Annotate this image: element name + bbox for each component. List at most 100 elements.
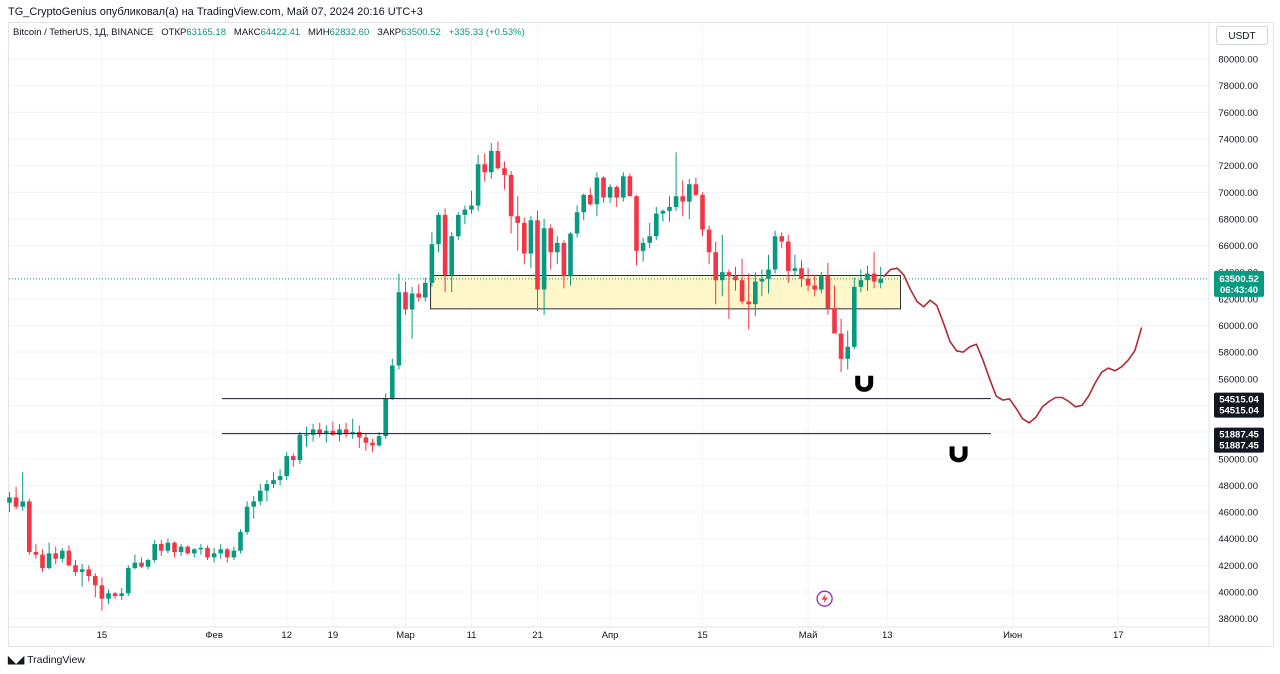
candle-body (825, 276, 831, 309)
candle-body (819, 276, 824, 290)
y-tick-label: 60000.00 (1218, 321, 1258, 332)
candle-body (713, 252, 718, 281)
candle-body (568, 233, 573, 277)
candle-body (284, 456, 289, 477)
candle-body (449, 236, 454, 275)
x-tick-label: 15 (697, 630, 708, 641)
candle-body (555, 242, 560, 253)
price-tag-value: 63500.52 (1219, 274, 1259, 285)
candle-body (33, 552, 39, 555)
y-tick-label: 44000.00 (1218, 534, 1258, 545)
candle-body (350, 432, 355, 434)
candle-body (832, 308, 837, 334)
price-tag-box (1214, 270, 1264, 297)
candle-body (251, 501, 256, 507)
candle-body (779, 236, 784, 242)
candle-body (363, 437, 369, 443)
tradingview-logo[interactable]: ◣◢ TradingView (8, 654, 85, 666)
candle-body (73, 565, 78, 573)
candle-body (753, 281, 758, 305)
forecast-drawing[interactable] (883, 267, 1143, 424)
publisher-title: TG_CryptoGenius опубликовал(а) на Tradin… (8, 6, 423, 18)
candle-body (607, 186, 613, 198)
symbol-name: Bitcoin / TetherUS, 1Д, BINANCE (13, 27, 154, 38)
candle-body (852, 286, 857, 347)
candle-body (396, 292, 402, 366)
candle-body (416, 293, 421, 298)
candles[interactable] (7, 141, 883, 611)
candle-body (99, 585, 105, 599)
candle-body (720, 272, 725, 281)
candle-body (442, 214, 448, 275)
candle-body (106, 593, 111, 599)
candle-body (192, 549, 197, 554)
low-value: 62832.60 (329, 27, 370, 38)
forecast-path (883, 267, 1143, 424)
low-label: МИН (308, 27, 330, 38)
candle-body (159, 544, 164, 551)
candle-body (621, 176, 626, 198)
candle-body (343, 429, 349, 434)
candle-body (357, 432, 362, 438)
flash-icon-bolt (821, 593, 828, 604)
candle-body (805, 278, 811, 286)
x-tick-label: Фев (205, 630, 223, 641)
y-tick-label: 72000.00 (1218, 161, 1258, 172)
x-tick-label: Июн (1003, 630, 1022, 641)
candle-body (680, 196, 685, 202)
change-value: +335.33 (+0.53%) (448, 27, 525, 38)
candle-body (462, 209, 468, 215)
candle-body (588, 194, 593, 205)
magnet-icon (855, 375, 874, 392)
horizontal-levels[interactable] (222, 398, 991, 435)
candle-body (687, 184, 692, 202)
candle-body (297, 434, 303, 461)
candle-body (218, 549, 223, 554)
candle-body (60, 550, 65, 559)
candle-body (86, 569, 91, 577)
currency-button[interactable]: USDT (1216, 26, 1268, 45)
candle-body (291, 456, 296, 461)
candle-body (654, 213, 659, 237)
candle-body (792, 268, 798, 271)
candle-body (423, 282, 428, 298)
candle-body (799, 268, 804, 279)
candle-body (93, 576, 98, 586)
gridlines (9, 22, 1209, 627)
candle-body (541, 228, 547, 290)
magnet-icon (949, 446, 968, 463)
candle-body (634, 196, 639, 251)
level-tag-box (1214, 392, 1264, 418)
high-label: МАКС (233, 27, 261, 38)
candle-body (469, 205, 474, 210)
candle-body (640, 242, 646, 251)
candle-body (693, 184, 699, 195)
candle-body (772, 236, 778, 270)
x-tick-label: Май (799, 630, 818, 641)
y-tick-label: 58000.00 (1218, 348, 1258, 359)
tradingview-logo-icon: ◣◢ (8, 654, 25, 666)
candle-body (324, 430, 329, 434)
candle-body (152, 544, 157, 561)
candle-body (390, 365, 395, 399)
candle-body (522, 222, 527, 254)
x-tick-label: 11 (467, 630, 477, 641)
logo-text: TradingView (27, 654, 85, 666)
candle-body (535, 220, 540, 290)
candle-body (370, 442, 375, 446)
candle-body (271, 480, 276, 485)
candle-body (574, 212, 580, 234)
candle-body (40, 554, 45, 569)
candle-body (845, 346, 850, 359)
level-tag-value: 54515.04 (1219, 406, 1259, 417)
x-tick-label: 15 (97, 630, 108, 641)
y-tick-label: 38000.00 (1218, 614, 1258, 625)
price-axis[interactable]: 80000.00 78000.00 76000.00 74000.00 72000.00… (1208, 22, 1258, 647)
candle-body (198, 548, 204, 550)
candle-body (258, 490, 263, 502)
level-tag-value: 54515.04 (1219, 395, 1259, 406)
time-axis[interactable]: 15 Фев 12 19 Мар 11 21 Апр 15 Май 13 Июн 17 (9, 626, 1209, 641)
x-tick-label: Апр (602, 630, 619, 641)
